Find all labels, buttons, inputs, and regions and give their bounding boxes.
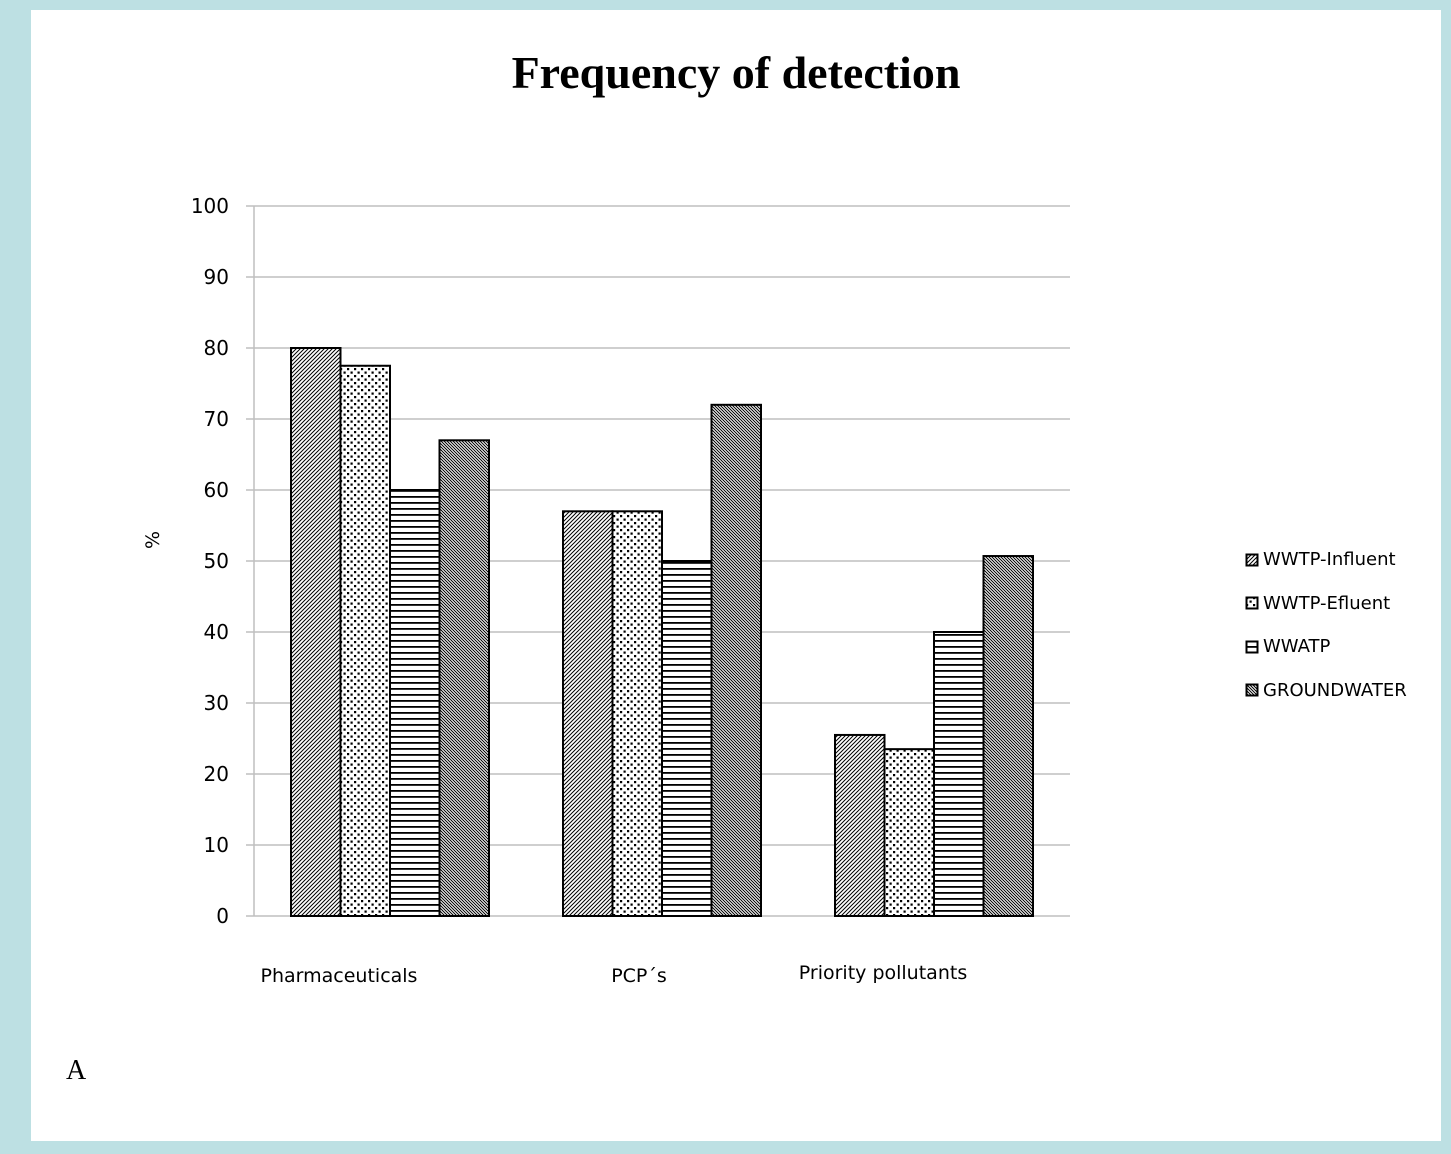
x-axis-labels: Pharmaceuticals PCP´s Priority pollutants [261, 962, 968, 987]
legend-label: GROUNDWATER [1263, 679, 1407, 701]
chart-panel: Frequency of detection 0 10 20 30 40 50 60 70 80 [31, 10, 1441, 1141]
bar-groundwater [710, 403, 762, 917]
legend: WWTP-Influent WWTP-Efluent WWATP GROUNDWATE… [1245, 538, 1407, 712]
bars [290, 347, 1034, 918]
legend-label: WWATP [1263, 636, 1331, 658]
bar-chart: 0 10 20 30 40 50 60 70 80 90 100 Pharmaceuticals PC… [142, 194, 1070, 987]
legend-swatch [1245, 683, 1259, 697]
bar-wwatp [933, 631, 985, 917]
bar-groundwater [982, 555, 1034, 918]
bar-groundwater [438, 439, 490, 917]
bar-wwtp-efluent [611, 510, 663, 917]
bar-wwatp [661, 560, 713, 917]
y-tick-label: 10 [204, 833, 229, 857]
y-tick-label: 80 [204, 336, 229, 360]
panel-label: A [66, 1055, 87, 1086]
y-tick-label: 100 [191, 194, 229, 218]
bar-wwtp-efluent [339, 364, 391, 917]
y-tick-label: 50 [204, 549, 229, 573]
y-tick-label: 60 [204, 478, 229, 502]
legend-item: WWTP-Efluent [1245, 582, 1407, 626]
bar-wwtp-influent [834, 733, 886, 918]
y-tick-label: 30 [204, 691, 229, 715]
y-axis: 0 10 20 30 40 50 60 70 80 90 100 [191, 194, 255, 928]
x-tick-label: Priority pollutants [799, 962, 967, 984]
chart-title: Frequency of detection [511, 47, 961, 98]
bar-wwatp [389, 489, 441, 917]
legend-label: WWTP-Influent [1263, 549, 1396, 571]
y-tick-label: 70 [204, 407, 229, 431]
x-tick-label: PCP´s [611, 965, 667, 987]
y-tick-label: 0 [216, 904, 229, 928]
legend-swatch [1245, 640, 1259, 654]
legend-swatch [1245, 596, 1259, 610]
y-tick-label: 90 [204, 265, 229, 289]
legend-swatch [1245, 553, 1259, 567]
legend-item: WWTP-Influent [1245, 538, 1407, 582]
bar-wwtp-influent [290, 347, 342, 917]
legend-item: GROUNDWATER [1245, 669, 1407, 713]
bar-wwtp-influent [562, 510, 614, 917]
y-axis-label: % [142, 531, 164, 549]
x-tick-label: Pharmaceuticals [261, 965, 418, 987]
legend-item: WWATP [1245, 625, 1407, 669]
y-tick-label: 40 [204, 620, 229, 644]
bar-wwtp-efluent [883, 748, 935, 918]
y-tick-label: 20 [204, 762, 229, 786]
legend-label: WWTP-Efluent [1263, 592, 1391, 614]
